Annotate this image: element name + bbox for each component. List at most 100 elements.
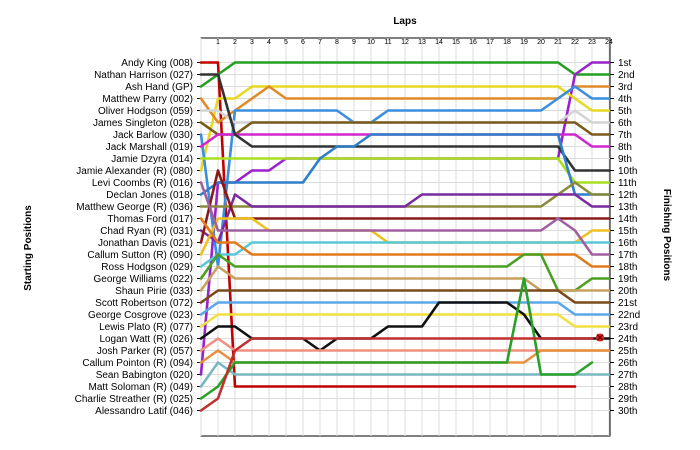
driver-line — [199, 277, 594, 400]
finishing-position-label: 11th — [618, 178, 637, 189]
finishing-position-label: 3rd — [618, 82, 632, 93]
starting-position-label: Matt Soloman (R) (049) — [89, 382, 193, 393]
starting-position-label: Jack Barlow (030) — [113, 130, 193, 141]
lap-tick-label: 21 — [554, 39, 562, 46]
finishing-position-label: 21st — [618, 298, 637, 309]
driver-line — [199, 121, 611, 136]
starting-position-label: Chad Ryan (R) (031) — [100, 226, 193, 237]
lap-tick-label: 24 — [605, 39, 613, 46]
lap-tick-label: 5 — [284, 39, 288, 46]
starting-position-label: Jonathan Davis (021) — [98, 238, 193, 249]
finishing-position-label: 24th — [618, 334, 637, 345]
lap-tick-label: 20 — [537, 39, 545, 46]
finishing-position-label: 16th — [618, 238, 637, 249]
finishing-position-label: 14th — [618, 214, 637, 225]
lap-tick-label: 4 — [267, 39, 271, 46]
starting-position-label: Scott Robertson (072) — [95, 298, 193, 309]
retirement-marker-cross — [596, 334, 604, 341]
finishing-position-label: 15th — [618, 226, 637, 237]
lap-tick-label: 11 — [384, 39, 391, 46]
driver-line — [199, 73, 611, 172]
finishing-position-label: 2nd — [618, 70, 635, 81]
starting-position-label: George Cosgrove (023) — [88, 310, 193, 321]
finishing-position-label: 12th — [618, 190, 637, 201]
starting-position-label: Jamie Dzyra (014) — [111, 154, 193, 165]
lap-tick-label: 22 — [571, 39, 579, 46]
x-axis-title: Laps — [393, 16, 417, 27]
starting-position-label: Logan Watt (R) (026) — [99, 334, 193, 345]
lap-tick-label: 8 — [335, 39, 339, 46]
lap-tick-label: 14 — [435, 39, 443, 46]
starting-position-label: Sean Babington (020) — [96, 370, 193, 381]
starting-position-label: Shaun Pirie (033) — [115, 286, 193, 297]
starting-position-label: Matthew Parry (002) — [102, 94, 193, 105]
driver-line — [199, 61, 577, 388]
lap-tick-label: 10 — [367, 39, 375, 46]
starting-position-label: Jack Marshall (019) — [106, 142, 193, 153]
finishing-position-label: 28th — [618, 382, 637, 393]
finishing-position-label: 20th — [618, 286, 637, 297]
lap-tick-label: 1 — [216, 39, 220, 46]
lap-tick-label: 2 — [233, 39, 237, 46]
lap-tick-label: 12 — [401, 39, 409, 46]
lap-tick-label: 13 — [418, 39, 426, 46]
starting-position-label: Nathan Harrison (027) — [94, 70, 193, 81]
lap-tick-label: 17 — [486, 39, 494, 46]
lap-tick-label: 23 — [588, 39, 596, 46]
finishing-position-label: 26th — [618, 358, 637, 369]
finishing-position-label: 10th — [618, 166, 637, 177]
driver-line — [199, 301, 611, 316]
finishing-position-label: 23rd — [618, 322, 638, 333]
lap-tick-label: 16 — [469, 39, 477, 46]
finishing-position-label: 1st — [618, 58, 632, 69]
finishing-position-label: 9th — [618, 154, 632, 165]
starting-position-label: Thomas Ford (017) — [107, 214, 193, 225]
driver-line — [199, 241, 611, 268]
finishing-position-label: 25th — [618, 346, 637, 357]
driver-line — [199, 61, 611, 88]
starting-position-label: Callum Pointon (R) (094) — [82, 358, 193, 369]
finishing-position-label: 18th — [618, 262, 637, 273]
starting-position-label: James Singleton (028) — [93, 118, 193, 129]
starting-position-label: Declan Jones (018) — [106, 190, 193, 201]
finishing-position-label: 19th — [618, 274, 637, 285]
driver-line — [199, 85, 611, 268]
driver-line — [199, 337, 594, 412]
starting-position-label: Alessandro Latif (046) — [95, 406, 193, 417]
driver-line — [199, 133, 611, 196]
starting-position-label: Levi Coombs (R) (016) — [92, 178, 193, 189]
finishing-position-label: 5th — [618, 106, 632, 117]
starting-position-label: Charlie Streather (R) (025) — [75, 394, 193, 405]
starting-position-label: Matthew George (R) (036) — [76, 202, 193, 213]
lap-tick-label: 6 — [301, 39, 305, 46]
driver-line — [199, 313, 611, 328]
lap-tick-label: 18 — [503, 39, 511, 46]
finishing-position-label: 17th — [618, 250, 637, 261]
lap-tick-label: 3 — [250, 39, 254, 46]
starting-position-label: Lewis Plato (R) (077) — [99, 322, 193, 333]
driver-line — [199, 157, 611, 184]
finishing-position-label: 6th — [618, 118, 632, 129]
y-axis-title-left: Starting Positions — [23, 205, 34, 291]
starting-position-label: Andy King (008) — [121, 58, 193, 69]
driver-line — [199, 193, 611, 244]
starting-position-label: Callum Sutton (R) (090) — [87, 250, 193, 261]
lap-tick-label: 19 — [520, 39, 528, 46]
lap-tick-label: 15 — [452, 39, 460, 46]
lap-tick-label: 7 — [318, 39, 322, 46]
starting-position-label: Josh Parker (R) (057) — [97, 346, 193, 357]
finishing-position-label: 29th — [618, 394, 637, 405]
driver-line — [199, 289, 611, 304]
finishing-position-label: 4th — [618, 94, 632, 105]
driver-line — [199, 181, 611, 256]
finishing-position-label: 7th — [618, 130, 632, 141]
driver-line — [199, 85, 611, 124]
starting-position-label: George Williams (022) — [94, 274, 193, 285]
finishing-position-label: 8th — [618, 142, 632, 153]
lap-tick-label: 9 — [352, 39, 356, 46]
finishing-position-label: 30th — [618, 406, 637, 417]
finishing-position-label: 27th — [618, 370, 637, 381]
finishing-position-label: 22nd — [618, 310, 640, 321]
finishing-position-label: 13th — [618, 202, 637, 213]
